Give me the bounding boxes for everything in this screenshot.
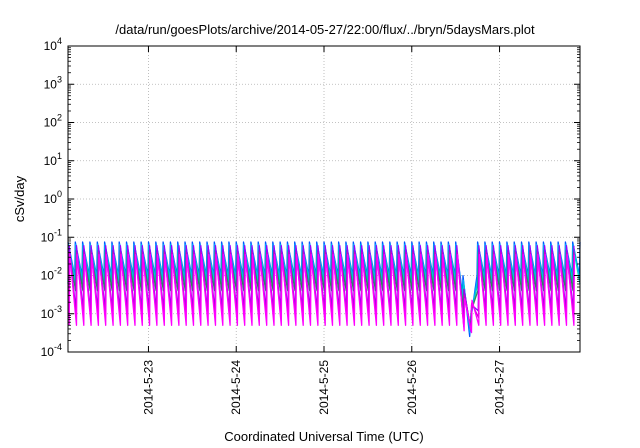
- x-tick-label: 2014-5-25: [317, 360, 331, 415]
- y-tick-label: 101: [44, 151, 62, 168]
- x-tick-label: 2014-5-24: [229, 360, 243, 415]
- x-axis-label: Coordinated Universal Time (UTC): [224, 429, 423, 444]
- y-tick-label: 104: [44, 36, 62, 53]
- y-tick-label: 10-3: [41, 304, 62, 321]
- series-layer: [67, 241, 581, 338]
- chart-title: /data/run/goesPlots/archive/2014-05-27/2…: [115, 22, 535, 37]
- y-tick-label: 102: [44, 113, 62, 130]
- y-tick-label: 103: [44, 74, 62, 91]
- y-tick-label: 10-2: [41, 266, 62, 283]
- y-tick-label: 10-1: [41, 227, 62, 244]
- y-tick-label: 100: [44, 189, 62, 206]
- x-tick-label: 2014-5-26: [405, 360, 419, 415]
- tick-layer: 10-4 10-3 10-2 10-1 100 101 102 103 104 2014-5-23…: [41, 36, 580, 415]
- x-tick-label: 2014-5-27: [493, 360, 507, 415]
- series-line: [68, 254, 576, 334]
- y-tick-label: 10-4: [41, 342, 62, 359]
- x-tick-label: 2014-5-23: [141, 360, 155, 415]
- y-axis-label: cSv/day: [12, 175, 27, 222]
